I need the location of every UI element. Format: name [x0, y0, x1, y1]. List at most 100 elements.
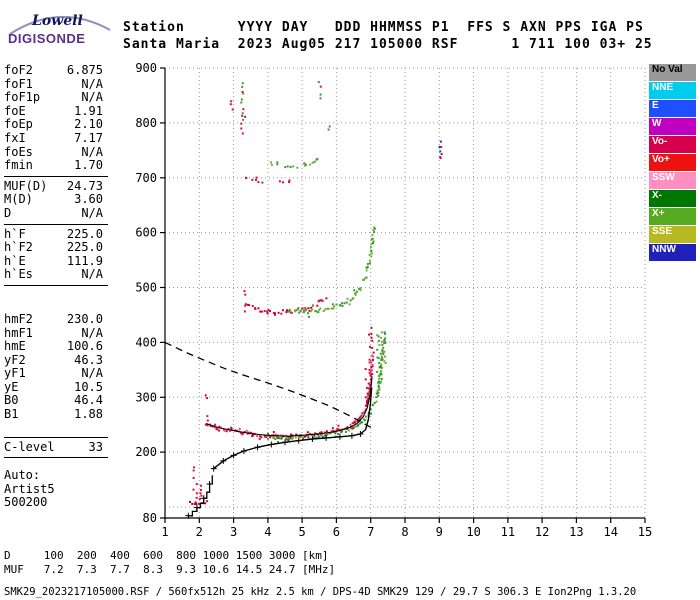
param-row-hf: h`F 225.0 — [4, 226, 103, 242]
param-label: hmF1 — [4, 325, 33, 340]
series-2f-start-spread — [243, 290, 247, 313]
param-value: 6.875 — [66, 63, 103, 77]
legend-item-ssw: SSW — [649, 172, 696, 189]
param-label: Auto: — [4, 468, 41, 483]
param-row-yf2: yF2 46.3 — [4, 352, 103, 368]
param-label: Artist5 — [4, 481, 55, 496]
lowell-digisonde-logo: Lowell DIGISONDE — [6, 4, 120, 52]
param-value: 7.17 — [74, 130, 103, 145]
series-3f-hop-o — [245, 176, 291, 184]
legend-item-x-: X- — [649, 190, 696, 207]
series-isolated-echo-9mhz — [438, 140, 443, 160]
x-tick-label: 2 — [196, 525, 203, 539]
series-f-spread-x — [376, 331, 387, 393]
panel-separator — [4, 284, 108, 286]
y-tick-label: 400 — [135, 335, 157, 349]
param-value: 10.5 — [74, 379, 103, 394]
param-row-clevel: C-level 33 — [4, 439, 103, 455]
param-row-artist5: Artist5 — [4, 481, 103, 497]
muf-distance-table: D 100 200 400 600 800 1000 1500 3000 [km… — [4, 549, 336, 576]
param-row-hmf2: hmF2 230.0 — [4, 311, 103, 327]
param-label: foF2 — [4, 63, 33, 77]
param-value: 2.10 — [74, 117, 103, 132]
series-3f-hop-x — [270, 157, 319, 169]
param-value: 3.60 — [74, 192, 103, 207]
x-tick-label: 12 — [535, 525, 549, 539]
param-row-d: D N/A — [4, 205, 103, 221]
legend-item-sse: SSE — [649, 226, 696, 243]
param-label: D — [4, 205, 12, 220]
param-value: 24.73 — [66, 178, 103, 193]
param-row-b0: B0 46.4 — [4, 394, 103, 408]
param-value: 1.91 — [74, 103, 103, 118]
param-value: N/A — [81, 325, 103, 340]
param-row-ye: yE 10.5 — [4, 379, 103, 395]
param-value: N/A — [81, 144, 103, 159]
param-label: h`Es — [4, 267, 33, 282]
x-tick-label: 11 — [501, 525, 515, 539]
y-tick-label: 600 — [135, 226, 157, 240]
param-value: 33 — [88, 439, 103, 454]
legend-item-vo+: Vo+ — [649, 154, 696, 171]
param-label: yF1 — [4, 366, 26, 381]
x-tick-label: 9 — [436, 525, 443, 539]
legend-item-e: E — [649, 100, 696, 117]
param-row-500200: 500200 — [4, 496, 103, 510]
panel-separator — [4, 223, 108, 225]
param-row-foes: foEs N/A — [4, 144, 103, 160]
y-tick-label: 200 — [135, 445, 157, 459]
param-label: M(D) — [4, 192, 33, 207]
x-tick-label: 5 — [298, 525, 305, 539]
legend-item-nnw: NNW — [649, 244, 696, 261]
param-value: 225.0 — [66, 226, 103, 241]
param-value: 100.6 — [66, 339, 103, 354]
series-e-region-spread — [192, 466, 203, 500]
param-row-b1: B1 1.88 — [4, 407, 103, 422]
param-label: foE — [4, 103, 26, 118]
param-row-foe: foE 1.91 — [4, 103, 103, 119]
param-row-fof2: foF2 6.875 — [4, 63, 103, 78]
x-tick-label: 1 — [161, 525, 168, 539]
parameter-panel: foF2 6.875 foF1 N/A foF1p N/A foE 1.91 foEp 2.10 f… — [4, 63, 108, 510]
y-tick-label: 700 — [135, 171, 157, 185]
param-row-auto: Auto: — [4, 469, 103, 483]
param-label: foEp — [4, 117, 33, 132]
param-row-md: M(D) 3.60 — [4, 193, 103, 207]
param-value: 230.0 — [66, 311, 103, 326]
param-label: hmE — [4, 339, 26, 354]
series-e-profile-staircase — [185, 475, 213, 519]
param-label: foF1p — [4, 90, 41, 105]
param-label: foF1 — [4, 76, 33, 91]
legend-item-vo-: Vo- — [649, 136, 696, 153]
param-label: foEs — [4, 144, 33, 159]
y-tick-label: 300 — [135, 390, 157, 404]
logo-lowell-text: Lowell — [32, 13, 83, 29]
param-row-fof1p: foF1p N/A — [4, 90, 103, 105]
param-row-fof1: foF1 N/A — [4, 76, 103, 92]
param-value: N/A — [81, 267, 103, 282]
param-row-hes: h`Es N/A — [4, 268, 103, 282]
x-tick-label: 6 — [333, 525, 340, 539]
param-value: 46.4 — [74, 393, 103, 408]
param-value: 111.9 — [66, 253, 103, 268]
param-row-yf1: yF1 N/A — [4, 367, 103, 381]
legend-item-nne: NNE — [649, 82, 696, 99]
x-tick-label: 7 — [367, 525, 374, 539]
param-label: 500200 — [4, 495, 48, 510]
param-value: N/A — [81, 366, 103, 381]
header-line-1: Station YYYY DAY DDD HHMMSS P1 FFS S AXN… — [123, 20, 644, 35]
series-f-cusp-spread — [204, 394, 209, 427]
legend-item-noval: No Val — [649, 64, 696, 81]
x-tick-label: 3 — [230, 525, 237, 539]
x-tick-label: 14 — [603, 525, 617, 539]
y-tick-label: 800 — [135, 116, 157, 130]
series-true-height-profile — [210, 387, 373, 472]
param-row-fmin: fmin 1.70 — [4, 158, 103, 173]
panel-separator — [4, 436, 108, 438]
panel-separator — [4, 175, 108, 177]
param-value: 46.3 — [74, 352, 103, 367]
param-row-hf2: h`F2 225.0 — [4, 240, 103, 255]
series-o-trace-fit — [205, 376, 373, 437]
